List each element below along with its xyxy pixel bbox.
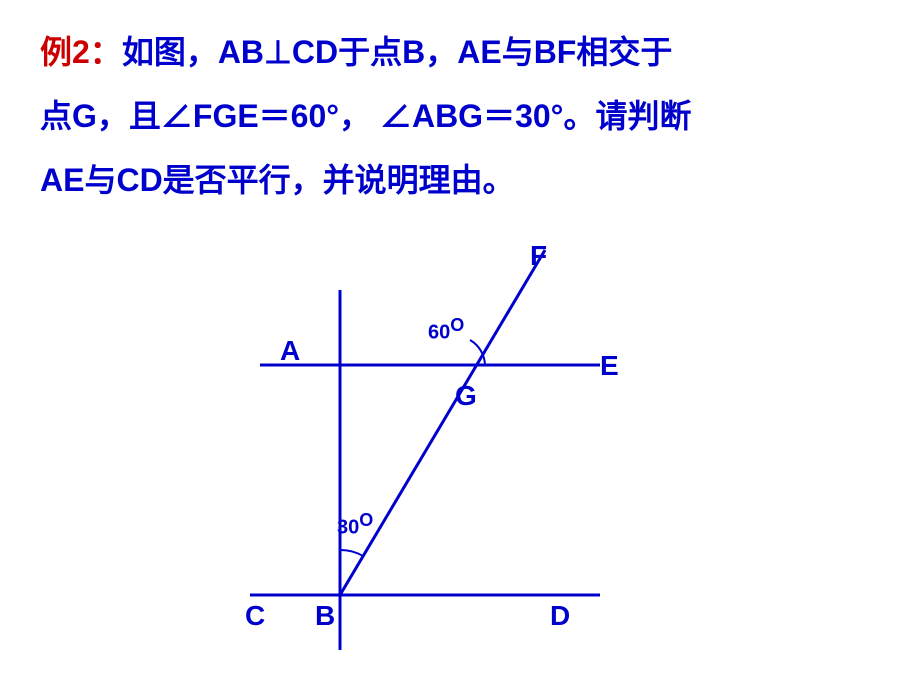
label-G: G	[455, 380, 477, 412]
angle-ABG-label: 30O	[337, 510, 373, 540]
problem-line3: AE与CD是否平行，并说明理由。	[40, 162, 515, 198]
problem-line1: 如图，AB⊥CD于点B，AE与BF相交于	[122, 34, 673, 70]
angle-FGE-value: 60	[428, 322, 450, 344]
label-E: E	[600, 350, 619, 382]
label-F: F	[530, 240, 547, 272]
label-A: A	[280, 335, 300, 367]
problem-line2: 点G，且∠FGE＝60°， ∠ABG＝30°。请判断	[40, 98, 691, 134]
example-label: 例2：	[40, 34, 122, 70]
degree-icon: O	[450, 315, 464, 335]
label-D: D	[550, 600, 570, 632]
label-C: C	[245, 600, 265, 632]
angle-FGE-label: 60O	[428, 315, 464, 345]
line-BF	[340, 250, 545, 595]
geometry-diagram: A B C D E F G 60O 30O	[180, 230, 740, 670]
angle-ABG-value: 30	[337, 517, 359, 539]
degree-icon: O	[359, 510, 373, 530]
problem-statement: 例2：如图，AB⊥CD于点B，AE与BF相交于 点G，且∠FGE＝60°， ∠A…	[40, 20, 880, 212]
label-B: B	[315, 600, 335, 632]
angle-arc-ABG	[340, 550, 363, 556]
